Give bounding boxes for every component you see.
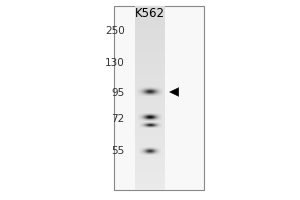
Bar bbox=[114, 6, 204, 190]
Text: 55: 55 bbox=[111, 146, 124, 156]
Text: K562: K562 bbox=[135, 7, 165, 20]
Text: 72: 72 bbox=[111, 114, 124, 124]
Text: 95: 95 bbox=[111, 88, 124, 98]
Text: 250: 250 bbox=[105, 26, 124, 36]
Bar bbox=[135, 6, 165, 190]
Polygon shape bbox=[169, 88, 179, 96]
Text: 130: 130 bbox=[105, 58, 124, 68]
